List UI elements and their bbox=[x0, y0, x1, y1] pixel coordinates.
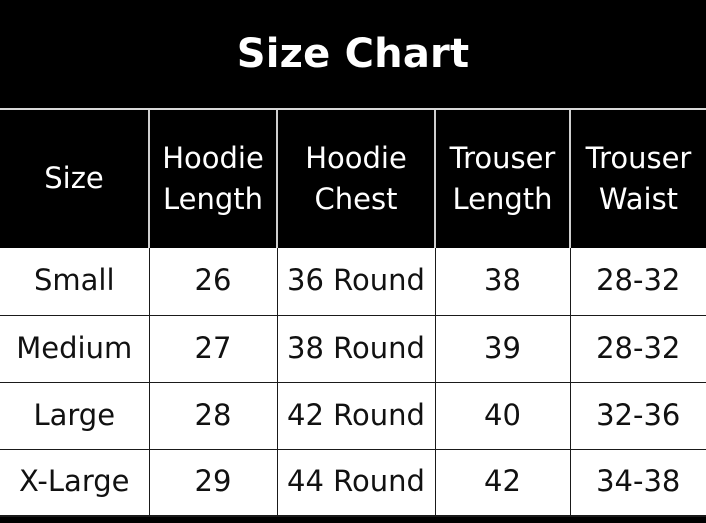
cell-hoodie-length: 27 bbox=[148, 314, 278, 383]
table-header: Size Hoodie Length Hoodie Chest Trouser … bbox=[0, 110, 706, 248]
column-header-hoodie-chest: Hoodie Chest bbox=[277, 110, 436, 248]
cell-size: Small bbox=[0, 248, 150, 316]
cell-size: X-Large bbox=[0, 448, 150, 517]
cell-hoodie-chest: 38 Round bbox=[276, 314, 436, 383]
cell-trouser-waist: 34-38 bbox=[569, 448, 706, 517]
cell-trouser-waist: 28-32 bbox=[569, 314, 706, 383]
column-header-trouser-length-line1: Trouser bbox=[449, 140, 556, 175]
table-row: X-Large 29 44 Round 42 34-38 bbox=[0, 448, 706, 517]
table-body: Small 26 36 Round 38 28-32 Medium 27 38 … bbox=[0, 248, 706, 517]
table-header-row: Size Hoodie Length Hoodie Chest Trouser … bbox=[0, 110, 706, 248]
cell-trouser-length: 39 bbox=[434, 314, 571, 383]
size-chart-table: Size Hoodie Length Hoodie Chest Trouser … bbox=[0, 110, 706, 517]
table-row: Medium 27 38 Round 39 28-32 bbox=[0, 314, 706, 383]
cell-trouser-length: 40 bbox=[434, 381, 571, 450]
cell-hoodie-chest: 36 Round bbox=[276, 248, 436, 316]
cell-hoodie-length: 28 bbox=[148, 381, 278, 450]
table-row: Small 26 36 Round 38 28-32 bbox=[0, 248, 706, 316]
cell-hoodie-chest: 44 Round bbox=[276, 448, 436, 517]
column-header-size-line1: Size bbox=[44, 161, 104, 196]
table-row: Large 28 42 Round 40 32-36 bbox=[0, 381, 706, 450]
cell-hoodie-chest: 42 Round bbox=[276, 381, 436, 450]
column-header-size: Size bbox=[0, 110, 150, 248]
column-header-trouser-length-line2: Length bbox=[452, 182, 553, 216]
cell-size: Large bbox=[0, 381, 150, 450]
cell-hoodie-length: 29 bbox=[148, 448, 278, 517]
cell-size: Medium bbox=[0, 314, 150, 383]
column-header-trouser-length: Trouser Length bbox=[435, 110, 571, 248]
cell-trouser-waist: 28-32 bbox=[569, 248, 706, 316]
column-header-hoodie-chest-line2: Chest bbox=[314, 182, 398, 216]
column-header-hoodie-length-line1: Hoodie bbox=[162, 140, 264, 175]
column-header-trouser-waist-line2: Waist bbox=[598, 182, 679, 216]
cell-hoodie-length: 26 bbox=[148, 248, 278, 316]
column-header-hoodie-chest-line1: Hoodie bbox=[305, 140, 407, 175]
title-band: Size Chart bbox=[0, 0, 706, 110]
page-title: Size Chart bbox=[236, 31, 470, 77]
cell-trouser-waist: 32-36 bbox=[569, 381, 706, 450]
cell-trouser-length: 42 bbox=[434, 448, 571, 517]
column-header-hoodie-length-line2: Length bbox=[162, 182, 264, 216]
cell-trouser-length: 38 bbox=[434, 248, 571, 316]
column-header-hoodie-length: Hoodie Length bbox=[149, 110, 278, 248]
column-header-trouser-waist: Trouser Waist bbox=[570, 110, 706, 248]
column-header-trouser-waist-line1: Trouser bbox=[585, 140, 692, 175]
